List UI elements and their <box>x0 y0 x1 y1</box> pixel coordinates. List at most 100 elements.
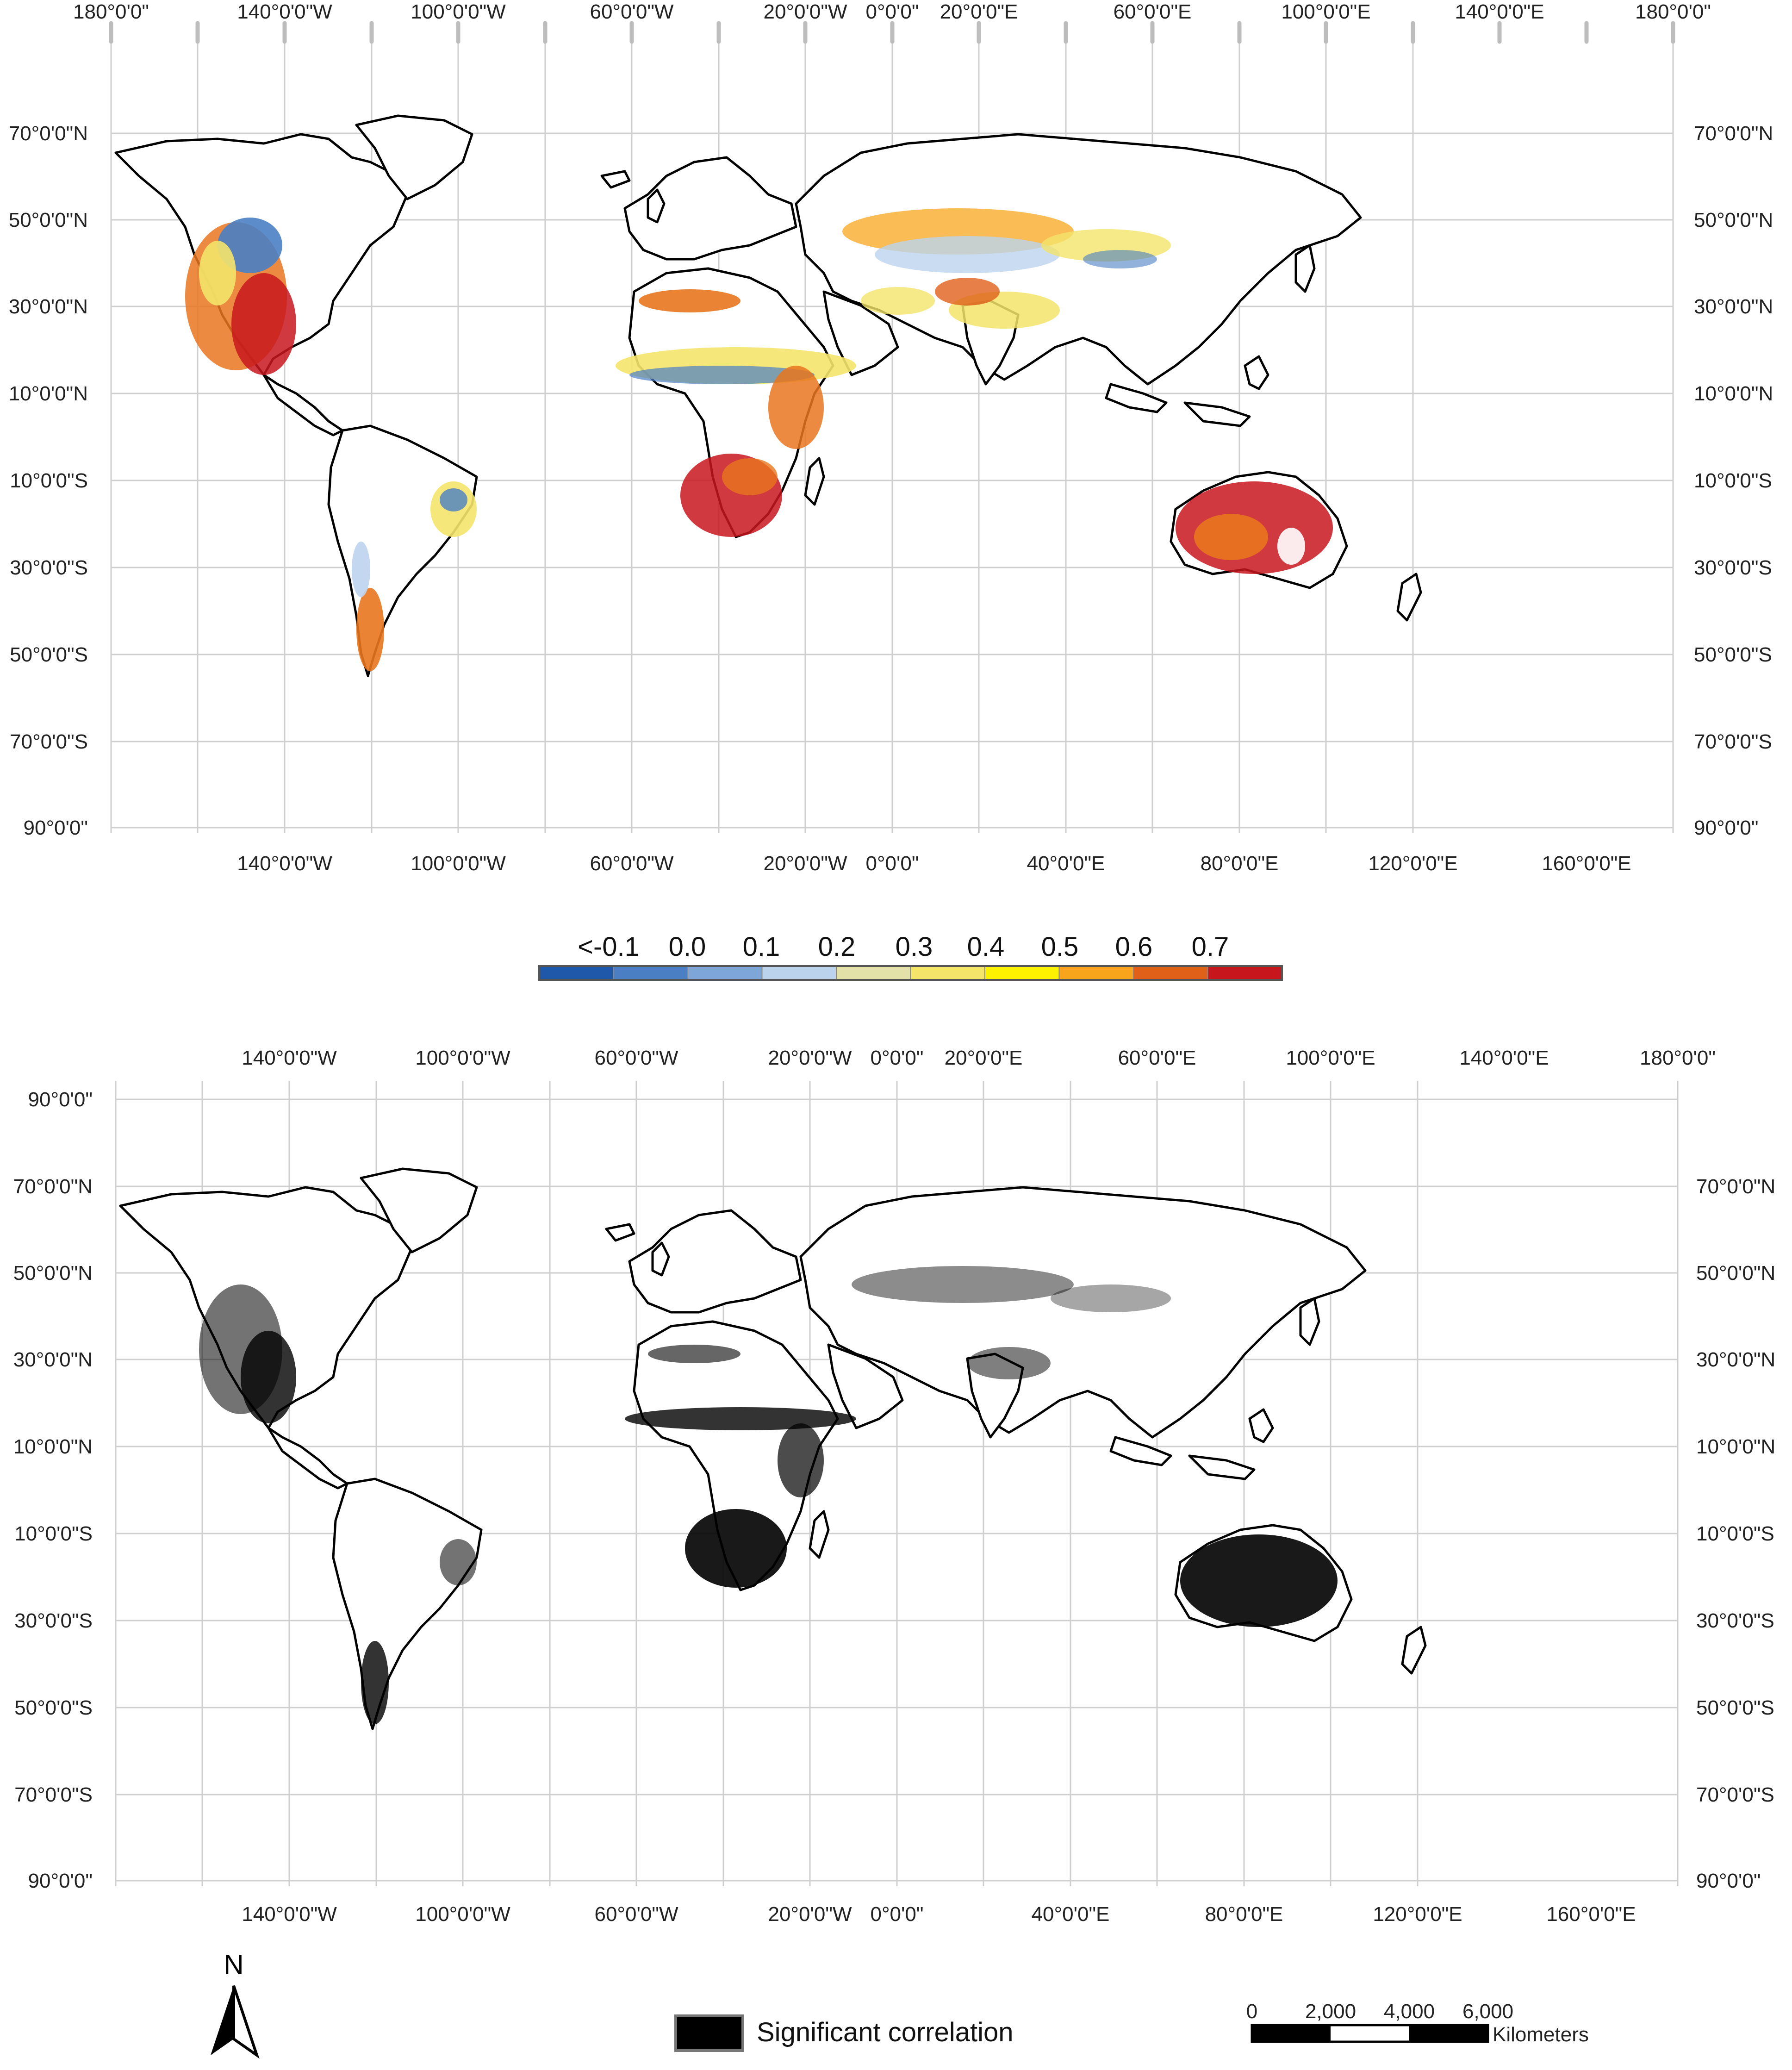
bm-top-label-8: 140°0'0"E <box>1459 1047 1549 1069</box>
scale-bar: 0 2,000 4,000 6,000 Kilometers <box>1246 2000 1589 2046</box>
bm-lat-right-5: 30°0'0"S <box>1696 1609 1774 1632</box>
lat-label-left-6: 50°0'0"S <box>10 643 88 666</box>
legend-label-1: 0.0 <box>669 932 706 962</box>
lat-label-right-1: 50°0'0"N <box>1694 209 1773 231</box>
bm-lat-left-0: 90°0'0" <box>28 1088 93 1111</box>
lat-label-right-0: 70°0'0"N <box>1694 122 1773 145</box>
top-label-9: 140°0'0"E <box>1455 0 1544 23</box>
bm-lat-right-4: 10°0'0"S <box>1696 1522 1774 1545</box>
bottom-label-2: 60°0'0"W <box>590 852 673 875</box>
top-map-bottom-labels: 140°0'0"W 100°0'0"W 60°0'0"W 20°0'0"W 0°… <box>237 852 1631 875</box>
bm-lat-right-7: 70°0'0"S <box>1696 1783 1774 1806</box>
north-arrow-label: N <box>224 1949 243 1980</box>
lat-label-left-7: 70°0'0"S <box>10 730 88 753</box>
bm-top-label-6: 60°0'0"E <box>1118 1047 1196 1069</box>
bm-lat-right-3: 10°0'0"N <box>1696 1435 1775 1458</box>
bm-lat-right-8: 90°0'0" <box>1696 1870 1761 1892</box>
legend-swatch-8 <box>1133 966 1208 980</box>
bm-lat-right-1: 50°0'0"N <box>1696 1262 1775 1284</box>
bottom-label-3: 20°0'0"W <box>763 852 847 875</box>
bm-top-label-5: 20°0'0"E <box>945 1047 1023 1069</box>
legend-swatch-4 <box>836 966 911 980</box>
bottom-label-5: 40°0'0"E <box>1027 852 1105 875</box>
top-label-8: 100°0'0"E <box>1281 0 1370 23</box>
legend-label-8: 0.7 <box>1192 932 1229 962</box>
scale-tick-1: 2,000 <box>1305 2000 1356 2023</box>
bottom-map <box>115 1081 1679 1886</box>
bottom-label-0: 140°0'0"W <box>237 852 332 875</box>
bm-bottom-label-3: 20°0'0"W <box>768 1903 852 1926</box>
scale-tick-0: 0 <box>1246 2000 1257 2023</box>
lat-label-left-3: 10°0'0"N <box>9 382 88 405</box>
lat-label-left-2: 30°0'0"N <box>9 295 88 318</box>
bottom-label-6: 80°0'0"E <box>1201 852 1279 875</box>
bm-lat-left-6: 30°0'0"S <box>14 1609 93 1632</box>
significance-swatch <box>674 2014 744 2052</box>
north-arrow: N <box>211 1949 260 2059</box>
legend-swatch-1 <box>613 966 688 980</box>
scale-tick-2: 4,000 <box>1384 2000 1435 2023</box>
lat-label-right-8: 90°0'0" <box>1694 817 1759 839</box>
bm-bottom-label-7: 120°0'0"E <box>1373 1903 1462 1926</box>
bm-top-label-1: 100°0'0"W <box>415 1047 510 1069</box>
top-label-7: 60°0'0"E <box>1114 0 1192 23</box>
lat-label-right-4: 10°0'0"S <box>1694 469 1772 492</box>
correlation-color-legend: <-0.1 0.0 0.1 0.2 0.3 0.4 0.5 0.6 0.7 <box>538 932 1283 981</box>
legend-swatch-6 <box>984 966 1060 980</box>
bm-bottom-label-2: 60°0'0"W <box>594 1903 678 1926</box>
bm-lat-left-5: 10°0'0"S <box>14 1522 93 1545</box>
top-map-land <box>116 116 1421 676</box>
bm-top-label-4: 0°0'0" <box>870 1047 923 1069</box>
lat-label-left-4: 10°0'0"S <box>10 469 88 492</box>
top-map <box>109 21 1675 833</box>
bm-top-label-0: 140°0'0"W <box>242 1047 337 1069</box>
legend-label-4: 0.3 <box>896 932 933 962</box>
legend-swatch-2 <box>687 966 763 980</box>
lat-label-right-3: 10°0'0"N <box>1694 382 1773 405</box>
top-label-5: 0°0'0" <box>865 0 919 23</box>
bottom-map-bottom-labels: 140°0'0"W 100°0'0"W 60°0'0"W 20°0'0"W 0°… <box>242 1903 1636 1926</box>
legend-label-7: 0.6 <box>1115 932 1153 962</box>
top-label-6: 20°0'0"E <box>940 0 1018 23</box>
bm-top-label-3: 20°0'0"W <box>768 1047 852 1069</box>
bottom-label-8: 160°0'0"E <box>1542 852 1631 875</box>
legend-swatch-9 <box>1207 966 1282 980</box>
legend-label-2: 0.1 <box>743 932 780 962</box>
bm-lat-right-6: 50°0'0"S <box>1696 1696 1774 1719</box>
significance-legend: Significant correlation <box>674 2014 1014 2052</box>
lat-label-left-0: 70°0'0"N <box>9 122 88 145</box>
bottom-label-4: 0°0'0" <box>865 852 919 875</box>
legend-swatches <box>539 966 1282 980</box>
top-map-ticks <box>109 21 1675 44</box>
legend-label-6: 0.5 <box>1041 932 1079 962</box>
legend-swatch-0 <box>539 966 614 980</box>
bm-lat-left-8: 70°0'0"S <box>14 1783 93 1806</box>
bm-bottom-label-1: 100°0'0"W <box>415 1903 510 1926</box>
top-label-4: 20°0'0"W <box>763 0 847 23</box>
bottom-map-right-lat-labels: 70°0'0"N 50°0'0"N 30°0'0"N 10°0'0"N 10°0… <box>1696 1175 1775 1892</box>
top-label-3: 60°0'0"W <box>590 0 673 23</box>
bm-lat-left-1: 70°0'0"N <box>13 1175 93 1198</box>
lat-label-right-6: 50°0'0"S <box>1694 643 1772 666</box>
bm-top-label-7: 100°0'0"E <box>1286 1047 1375 1069</box>
bm-top-label-9: 180°0'0" <box>1640 1047 1716 1069</box>
lat-label-left-8: 90°0'0" <box>24 817 88 839</box>
top-map-left-lat-labels: 70°0'0"N 50°0'0"N 30°0'0"N 10°0'0"N 10°0… <box>9 122 88 839</box>
lat-label-right-2: 30°0'0"N <box>1694 295 1773 318</box>
lat-label-left-5: 30°0'0"S <box>10 556 88 579</box>
legend-swatch-3 <box>761 966 837 980</box>
north-arrow-icon <box>211 1985 260 2059</box>
scale-unit: Kilometers <box>1493 2023 1589 2046</box>
bm-lat-right-0: 70°0'0"N <box>1696 1175 1775 1198</box>
top-label-0: 180°0'0" <box>73 0 149 23</box>
lat-label-right-5: 30°0'0"S <box>1694 556 1772 579</box>
bm-bottom-label-6: 80°0'0"E <box>1205 1903 1283 1926</box>
bottom-map-land <box>120 1169 1425 1729</box>
bottom-label-1: 100°0'0"W <box>411 852 506 875</box>
top-label-10: 180°0'0" <box>1635 0 1711 23</box>
bm-bottom-label-4: 0°0'0" <box>870 1903 923 1926</box>
bm-bottom-label-0: 140°0'0"W <box>242 1903 337 1926</box>
legend-swatch-7 <box>1058 966 1134 980</box>
top-label-2: 100°0'0"W <box>411 0 506 23</box>
